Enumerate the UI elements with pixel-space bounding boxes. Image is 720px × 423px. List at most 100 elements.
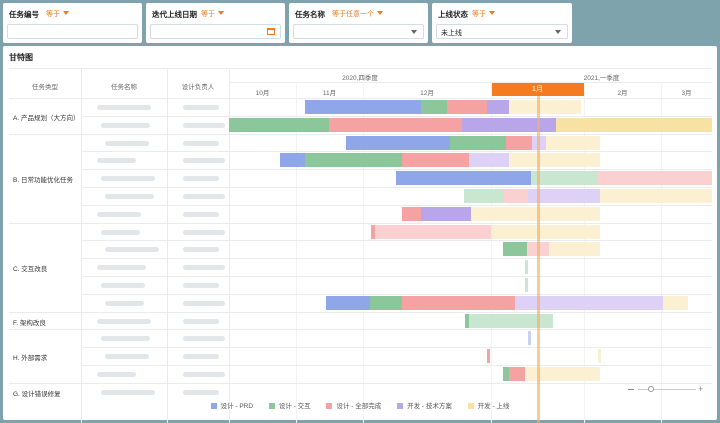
timeline-quarter: 2020,四季度 — [342, 75, 378, 82]
gantt-bar[interactable] — [346, 135, 450, 150]
gantt-bar[interactable] — [305, 100, 421, 114]
legend-item[interactable]: 设计 - 交互 — [268, 400, 311, 410]
gantt-bar[interactable] — [503, 242, 527, 257]
owner-redacted — [183, 122, 225, 128]
task-id-input[interactable] — [7, 24, 138, 39]
gantt-bar[interactable] — [509, 153, 600, 168]
gantt-bar[interactable] — [421, 100, 447, 114]
gantt-bar[interactable] — [528, 189, 600, 203]
task-name-redacted[interactable] — [97, 318, 151, 324]
gantt-bar[interactable] — [598, 171, 712, 186]
zoom-handle[interactable] — [648, 386, 654, 392]
gantt-bar[interactable] — [450, 135, 506, 150]
gantt-bar[interactable] — [506, 135, 532, 150]
task-name-redacted[interactable] — [101, 336, 150, 342]
gantt-bar[interactable] — [598, 349, 601, 364]
task-name-redacted[interactable] — [97, 211, 141, 217]
legend-item[interactable]: 设计 - PRD — [210, 400, 253, 410]
gantt-bar[interactable] — [402, 206, 421, 221]
column-header-owner: 设计负责人 — [181, 84, 215, 91]
gantt-bar[interactable] — [370, 295, 402, 310]
legend-item[interactable]: 开发 - 上线 — [467, 400, 509, 410]
gantt-bar[interactable] — [465, 313, 469, 328]
gantt-bar[interactable] — [229, 117, 329, 132]
owner-redacted — [183, 140, 219, 146]
release-status-select[interactable]: 未上线 — [436, 24, 568, 39]
grid-line — [9, 133, 81, 135]
gantt-bar[interactable] — [421, 206, 471, 221]
filter-operator-dropdown[interactable]: 等于 — [46, 9, 69, 19]
chevron-down-icon[interactable] — [555, 30, 561, 34]
filter-operator-dropdown[interactable]: 等于 — [201, 9, 224, 19]
gantt-bar[interactable] — [447, 100, 487, 114]
gantt-bar[interactable] — [462, 117, 556, 132]
gantt-bar[interactable] — [525, 278, 528, 292]
task-name-redacted[interactable] — [105, 300, 144, 306]
task-name-redacted[interactable] — [105, 194, 154, 199]
task-group-label: C. 交互改良 — [13, 266, 48, 274]
grid-line — [81, 169, 712, 171]
owner-redacted — [183, 372, 225, 377]
gantt-bar[interactable] — [503, 367, 509, 381]
gantt-bar[interactable] — [515, 295, 663, 310]
task-name-redacted[interactable] — [105, 247, 159, 253]
gantt-bar[interactable] — [491, 224, 600, 239]
legend-item[interactable]: 开发 - 技术方案 — [397, 400, 452, 410]
task-name-select[interactable] — [293, 24, 424, 39]
gantt-bar[interactable] — [371, 224, 375, 239]
task-name-redacted[interactable] — [101, 389, 155, 395]
filter-label: 任务名称 — [295, 10, 325, 19]
task-name-redacted[interactable] — [97, 158, 136, 164]
calendar-icon[interactable] — [267, 28, 275, 35]
gantt-bar[interactable] — [556, 117, 712, 132]
task-name-redacted[interactable] — [101, 176, 155, 182]
gantt-bar[interactable] — [504, 189, 528, 203]
zoom-slider[interactable]: + — [628, 384, 708, 394]
gantt-bar[interactable] — [305, 153, 402, 168]
gantt-bar[interactable] — [375, 224, 491, 239]
gantt-bar[interactable] — [487, 100, 509, 114]
zoom-in-icon[interactable]: + — [698, 384, 704, 394]
column-header-name: 任务名称 — [111, 84, 137, 91]
gantt-bar[interactable] — [280, 153, 305, 168]
gantt-bar[interactable] — [549, 242, 600, 257]
gantt-bar[interactable] — [509, 367, 525, 381]
task-name-redacted[interactable] — [105, 140, 149, 146]
task-name-redacted[interactable] — [101, 283, 145, 288]
task-name-redacted[interactable] — [97, 265, 146, 271]
task-name-redacted[interactable] — [97, 372, 136, 377]
task-name-redacted[interactable] — [101, 122, 150, 128]
gantt-bar[interactable] — [469, 313, 553, 328]
gantt-bar[interactable] — [525, 260, 528, 275]
gantt-bar[interactable] — [464, 189, 504, 203]
grid-line — [296, 82, 297, 423]
gantt-bar[interactable] — [469, 153, 509, 168]
gantt-bar[interactable] — [471, 206, 600, 221]
filter-operator-dropdown[interactable]: 等于任意一个 — [332, 9, 383, 19]
owner-redacted — [183, 354, 219, 360]
gantt-bar[interactable] — [525, 367, 600, 381]
gantt-bar[interactable] — [509, 100, 581, 114]
gantt-bar[interactable] — [329, 117, 462, 132]
release-date-input[interactable] — [150, 24, 281, 39]
gantt-bar[interactable] — [402, 295, 515, 310]
zoom-out-icon[interactable] — [628, 389, 634, 390]
gantt-bar[interactable] — [546, 135, 600, 150]
owner-redacted — [183, 176, 219, 182]
task-name-redacted[interactable] — [105, 354, 149, 360]
gantt-bar[interactable] — [396, 171, 531, 186]
gantt-bar[interactable] — [402, 153, 469, 168]
gantt-bar[interactable] — [663, 295, 688, 310]
legend-item[interactable]: 设计 - 全部完成 — [326, 400, 381, 410]
filter-operator-dropdown[interactable]: 等于 — [472, 9, 495, 19]
chevron-down-icon[interactable] — [411, 30, 417, 34]
gantt-bar[interactable] — [600, 189, 712, 203]
zoom-track[interactable] — [638, 389, 696, 390]
task-name-redacted[interactable] — [101, 229, 140, 235]
timeline-quarter: 2021,一季度 — [583, 75, 620, 82]
gantt-bar[interactable] — [528, 331, 531, 346]
gantt-bar[interactable] — [531, 171, 598, 186]
gantt-bar[interactable] — [487, 349, 490, 364]
gantt-bar[interactable] — [326, 295, 370, 310]
task-name-redacted[interactable] — [97, 105, 151, 110]
